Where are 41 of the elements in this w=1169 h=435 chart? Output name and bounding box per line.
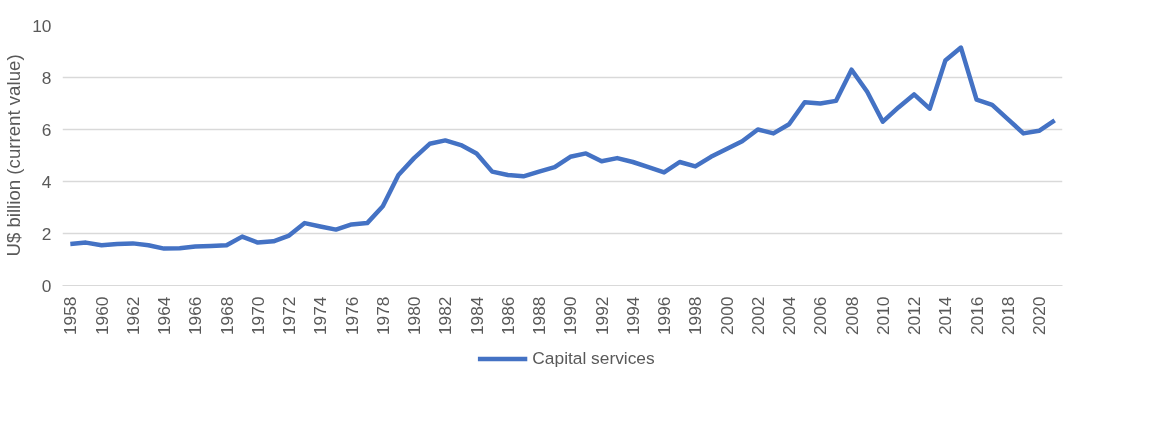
line-series <box>68 45 1057 251</box>
x-tick-label: 2006 <box>810 296 831 336</box>
x-tick-label: 1962 <box>122 296 143 336</box>
x-tick-label: 1982 <box>435 296 456 336</box>
x-tick-label: 1998 <box>685 296 706 336</box>
x-tick-label: 2012 <box>904 296 925 336</box>
x-tick-label: 1976 <box>341 296 362 336</box>
x-tick-label: 1992 <box>591 296 612 336</box>
x-tick-label: 2018 <box>997 296 1018 336</box>
x-tick-label: 1970 <box>247 296 268 336</box>
x-tick-label: 2000 <box>716 296 737 336</box>
x-tick-label: 1978 <box>372 296 393 336</box>
y-tick-label: 8 <box>41 67 52 88</box>
x-tick-label: 1990 <box>560 296 581 336</box>
x-tick-label: 1996 <box>654 296 675 336</box>
legend-label: Capital services <box>532 347 655 369</box>
x-tick-label: 1984 <box>466 296 487 336</box>
x-tick-label: 1994 <box>622 296 643 336</box>
y-axis-title: U$ billion (current value) <box>3 54 25 257</box>
x-tick-label: 1966 <box>185 296 206 336</box>
x-tick-label: 1960 <box>91 296 112 336</box>
x-tick-label: 1980 <box>404 296 425 336</box>
y-tick-label: 6 <box>41 119 52 140</box>
x-tick-label: 2008 <box>841 296 862 336</box>
x-tick-label: 1986 <box>497 296 518 336</box>
x-tick-label: 1968 <box>216 296 237 336</box>
x-tick-label: 1974 <box>310 296 331 336</box>
x-tick-label: 2010 <box>872 296 893 336</box>
y-tick-label: 0 <box>41 275 52 296</box>
y-tick-label: 10 <box>32 15 52 36</box>
x-tick-label: 2004 <box>779 296 800 336</box>
x-tick-label: 2002 <box>747 296 768 336</box>
x-tick-label: 1972 <box>279 296 300 336</box>
x-tick-label: 2020 <box>1029 296 1050 336</box>
y-tick-label: 2 <box>41 223 52 244</box>
x-tick-label: 1964 <box>154 296 175 336</box>
x-tick-label: 1988 <box>529 296 550 336</box>
x-tick-label: 1958 <box>60 296 81 336</box>
y-tick-label: 4 <box>41 171 52 192</box>
x-tick-label: 2016 <box>966 296 987 336</box>
x-tick-label: 2014 <box>935 296 956 336</box>
